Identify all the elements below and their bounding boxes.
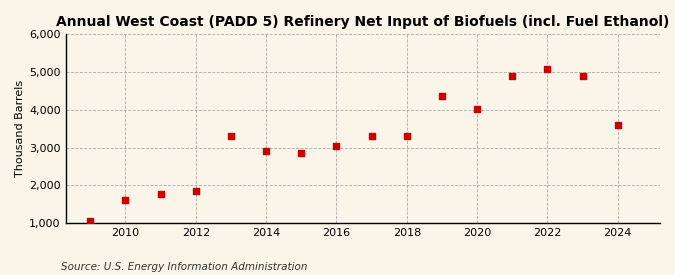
Point: [120, 198, 131, 203]
Point: [542, 67, 553, 71]
Point: [472, 107, 483, 111]
Point: [437, 93, 448, 98]
Y-axis label: Thousand Barrels: Thousand Barrels: [15, 80, 25, 177]
Point: [331, 144, 342, 148]
Title: Annual West Coast (PADD 5) Refinery Net Input of Biofuels (incl. Fuel Ethanol): Annual West Coast (PADD 5) Refinery Net …: [56, 15, 670, 29]
Point: [225, 134, 236, 139]
Point: [190, 189, 201, 193]
Point: [261, 149, 271, 154]
Point: [367, 134, 377, 139]
Point: [507, 74, 518, 78]
Point: [85, 219, 96, 224]
Point: [155, 191, 166, 196]
Point: [577, 74, 588, 78]
Point: [612, 123, 623, 127]
Point: [296, 151, 306, 155]
Point: [402, 134, 412, 139]
Text: Source: U.S. Energy Information Administration: Source: U.S. Energy Information Administ…: [61, 262, 307, 272]
